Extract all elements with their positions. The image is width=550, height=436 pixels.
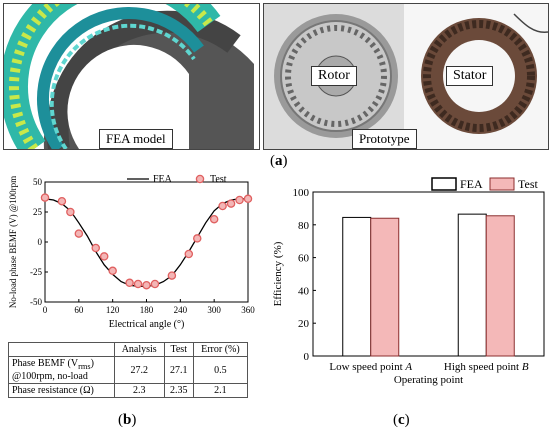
efficiency-chart: 0 20 40 60 80 100 Efficiency (%) Low speed poin… xyxy=(272,177,545,386)
x-tick-label: 360 xyxy=(241,305,255,315)
y-tick-label: -25 xyxy=(30,267,42,277)
y-tick-label: 40 xyxy=(298,285,310,297)
row-name: Phase resistance (Ω) xyxy=(8,383,115,398)
row-analysis: 2.3 xyxy=(113,383,165,398)
y-tick-label: 25 xyxy=(33,207,43,217)
table-header-error: Error (%) xyxy=(192,342,249,357)
series-point-test xyxy=(99,252,109,261)
legend-swatch-test xyxy=(489,177,515,191)
series-point-test xyxy=(133,279,143,289)
panel-a-label: (a) xyxy=(270,153,288,169)
x-axis-title: Electrical angle (°) xyxy=(109,319,185,330)
legend-label-test: Test xyxy=(518,177,538,191)
series-point-test xyxy=(57,196,67,206)
series-point-test xyxy=(235,195,244,205)
table-header-test: Test xyxy=(163,342,194,357)
x-tick-label: 180 xyxy=(140,305,154,315)
series-point-test xyxy=(150,279,160,289)
x-tick-label: 120 xyxy=(106,305,120,315)
series-point-test xyxy=(209,214,219,224)
table-header-blank xyxy=(8,342,115,357)
row-name: Phase BEMF (Vrms) @100rpm, no-load xyxy=(8,356,115,384)
row-test: 27.1 xyxy=(163,356,194,384)
series-point-test xyxy=(167,271,177,280)
y-tick-label: 0 xyxy=(38,237,43,247)
bar-test xyxy=(485,215,515,357)
bar-fea xyxy=(457,213,487,357)
series-point-test xyxy=(74,229,84,238)
bar-test xyxy=(370,217,400,357)
prototype-image: Rotor Stator Prototype xyxy=(263,3,549,150)
y-tick-label: 50 xyxy=(33,177,43,187)
legend-label-test: Test xyxy=(210,174,227,185)
y-tick-label: 100 xyxy=(293,187,310,199)
rotor-label: Rotor xyxy=(311,66,357,86)
series-point-test xyxy=(125,278,134,288)
row-analysis: 27.2 xyxy=(113,356,165,384)
x-tick-label: 60 xyxy=(74,305,84,315)
bemf-chart: 0 60 120 180 240 300 360 -50 -25 0 25 50 Electrical … xyxy=(8,174,255,330)
fea-model-caption: FEA model xyxy=(99,129,173,149)
plot-frame xyxy=(312,191,545,357)
x-tick-label: 240 xyxy=(174,305,188,315)
series-point-test xyxy=(108,266,117,276)
stator-label: Stator xyxy=(446,66,494,86)
x-tick-label: 0 xyxy=(43,305,48,315)
fea-model-drawing xyxy=(4,4,254,149)
results-table: Analysis Test Error (%) Phase BEMF (Vrms… xyxy=(8,342,249,398)
x-tick-label: 300 xyxy=(207,305,221,315)
x-category-label: High speed point B xyxy=(444,361,529,373)
series-point-test xyxy=(192,234,202,243)
prototype-caption: Prototype xyxy=(352,129,417,149)
legend-swatch-fea xyxy=(431,177,457,191)
legend-label-fea: FEA xyxy=(460,177,483,191)
y-axis-title: Efficiency (%) xyxy=(272,241,284,306)
y-tick-label: 60 xyxy=(298,253,310,265)
row-test: 2.35 xyxy=(163,383,194,398)
table-header-row: Analysis Test Error (%) xyxy=(8,342,249,357)
row-error: 0.5 xyxy=(192,356,249,384)
y-axis-title: No-load phase BEMF (V) @100rpm xyxy=(8,176,18,308)
x-category-label: Low speed point A xyxy=(329,361,412,373)
fea-model-image: FEA model xyxy=(3,3,260,150)
prototype-photo xyxy=(264,4,548,149)
x-axis-title: Operating point xyxy=(394,374,463,386)
series-point-test xyxy=(40,193,50,202)
legend-label-fea: FEA xyxy=(153,174,173,185)
series-line-fea xyxy=(44,198,248,288)
table-header-analysis: Analysis xyxy=(113,342,165,357)
series-point-test xyxy=(66,207,75,217)
y-tick-label: 0 xyxy=(304,351,310,363)
series-point-test xyxy=(218,201,227,211)
series-point-test xyxy=(142,280,151,290)
y-tick-label: -50 xyxy=(30,297,42,307)
legend-swatch-test xyxy=(195,174,205,184)
y-tick-label: 80 xyxy=(298,220,310,232)
panel-c-label: (c) xyxy=(393,412,410,428)
table-row: Phase resistance (Ω) 2.3 2.35 2.1 xyxy=(8,383,249,398)
table-row: Phase BEMF (Vrms) @100rpm, no-load 27.2 2… xyxy=(8,356,249,384)
series-point-test xyxy=(243,194,253,204)
bar-fea xyxy=(342,216,372,357)
series-point-test xyxy=(91,243,101,253)
series-point-test xyxy=(226,199,236,208)
series-point-test xyxy=(184,249,194,259)
row-error: 2.1 xyxy=(192,383,249,398)
panel-b-label: (b) xyxy=(118,412,137,428)
y-tick-label: 20 xyxy=(298,318,310,330)
